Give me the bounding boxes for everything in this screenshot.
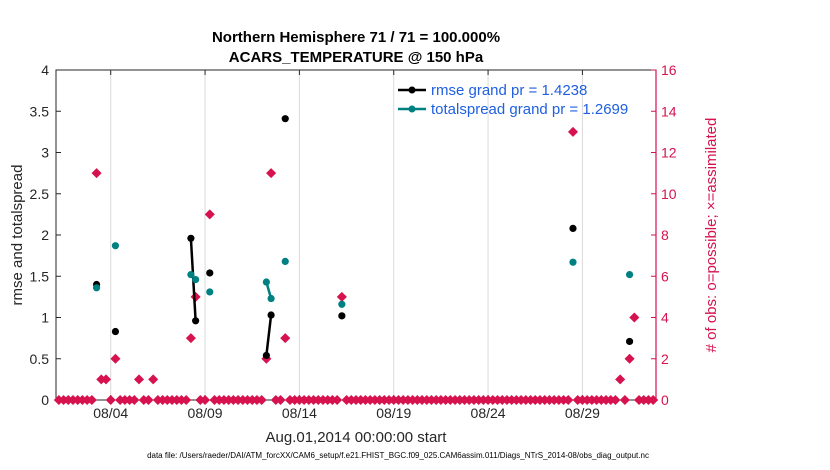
obs-count-marker — [129, 394, 140, 406]
obs-count-marker — [610, 394, 621, 406]
rmse-line-segment — [265, 314, 273, 356]
obs-count-marker — [200, 394, 211, 406]
y-tick-label: 1.5 — [30, 268, 50, 284]
y-axis-label: rmse and totalspread — [9, 165, 26, 306]
footnote: data file: /Users/raeder/DAI/ATM_forcXX/… — [147, 451, 649, 460]
legend-marker-rmse — [408, 86, 416, 94]
obs-count-marker — [336, 291, 347, 302]
y-tick-label: 0 — [41, 392, 49, 408]
obs-count-marker — [181, 394, 192, 406]
y-tick-label: 4 — [41, 62, 49, 78]
obs-count-marker — [624, 353, 635, 364]
y-tick-label-right: 6 — [661, 268, 669, 284]
grid — [110, 70, 583, 400]
rmse-point — [206, 269, 214, 277]
rmse-point — [187, 234, 195, 242]
legend-marker-totalspread — [408, 105, 416, 113]
x-tick-label: 08/24 — [471, 405, 506, 421]
rmse-point — [338, 312, 346, 320]
rmse-point — [192, 317, 200, 325]
plot-area — [55, 69, 657, 401]
obs-count-marker — [648, 394, 659, 406]
totalspread-point — [262, 278, 270, 286]
chart-subtitle: ACARS_TEMPERATURE @ 150 hPa — [229, 49, 484, 66]
obs-count-marker — [567, 126, 579, 137]
y-tick-label: 3.5 — [30, 103, 50, 119]
y-tick-label-right: 16 — [661, 62, 677, 78]
y-tick-label: 3 — [41, 145, 49, 161]
x-tick-label: 08/19 — [376, 405, 411, 421]
totalspread-point — [92, 284, 101, 292]
totalspread-point — [625, 271, 634, 279]
obs-count-marker — [563, 394, 574, 406]
obs-count-marker — [100, 374, 112, 385]
y-tick-label: 2 — [41, 227, 49, 243]
y-tick-label-right: 2 — [661, 351, 669, 367]
obs-count-marker — [105, 394, 116, 406]
totalspread-point — [338, 300, 346, 308]
y-tick-label-right: 12 — [661, 145, 677, 161]
rmse-point — [267, 311, 275, 319]
x-tick-label: 08/04 — [93, 405, 128, 421]
obs-count-marker — [266, 168, 277, 179]
totalspread-point — [192, 275, 200, 284]
obs-count-marker — [110, 353, 121, 364]
obs-count-marker — [86, 394, 97, 406]
obs-count-marker — [275, 394, 286, 406]
x-tick-label: 08/09 — [188, 405, 223, 421]
obs-count-marker — [148, 374, 159, 385]
y-tick-label: 2.5 — [30, 186, 50, 202]
y-tick-label-right: 0 — [661, 392, 669, 408]
x-tick-label: 08/14 — [282, 405, 317, 421]
legend-text-rmse: rmse grand pr = 1.4238 — [431, 82, 587, 99]
y-tick-label: 1 — [41, 310, 49, 326]
y-tick-label: 0.5 — [30, 351, 50, 367]
totalspread-point — [281, 257, 289, 265]
totalspread-point — [111, 242, 120, 250]
obs-count-marker — [204, 209, 215, 220]
obs-count-marker — [332, 394, 343, 406]
rmse-point — [262, 351, 270, 360]
totalspread-point — [187, 271, 195, 279]
obs-count-marker — [91, 168, 102, 179]
rmse-point — [569, 224, 577, 232]
y-tick-label-right: 14 — [661, 103, 677, 119]
obs-count-marker — [143, 394, 154, 406]
obs-count-marker — [615, 374, 626, 385]
y-tick-label-right: 8 — [661, 227, 669, 243]
totalspread-point — [569, 258, 577, 266]
y-tick-label-right: 10 — [661, 186, 677, 202]
totalspread-point — [206, 288, 214, 296]
obs-count-marker — [280, 333, 291, 344]
obs-count-marker — [629, 312, 640, 323]
obs-count-marker — [256, 394, 267, 406]
rmse-point — [625, 337, 634, 346]
chart-title: Northern Hemisphere 71 / 71 = 100.000% — [212, 29, 500, 46]
y-tick-label-right: 4 — [661, 310, 669, 326]
rmse-point — [111, 327, 120, 336]
x-tick-label: 08/29 — [565, 405, 600, 421]
x-axis-label: Aug.01,2014 00:00:00 start — [266, 429, 448, 446]
rmse-point — [281, 115, 289, 123]
obs-count-marker — [185, 333, 196, 344]
legend: rmse grand pr = 1.4238 totalspread grand… — [398, 82, 628, 118]
totalspread-point — [267, 294, 275, 303]
data-marks — [53, 115, 659, 406]
obs-count-marker — [619, 394, 630, 406]
obs-count-marker — [133, 374, 145, 385]
legend-text-totalspread: totalspread grand pr = 1.2699 — [431, 101, 628, 118]
y-axis-label-right: # of obs: o=possible; ×=assimilated — [703, 118, 720, 353]
ticks: 08/04 08/09 08/14 08/19 08/24 08/29 0 0.5 1 1.5 2 2… — [30, 62, 677, 421]
